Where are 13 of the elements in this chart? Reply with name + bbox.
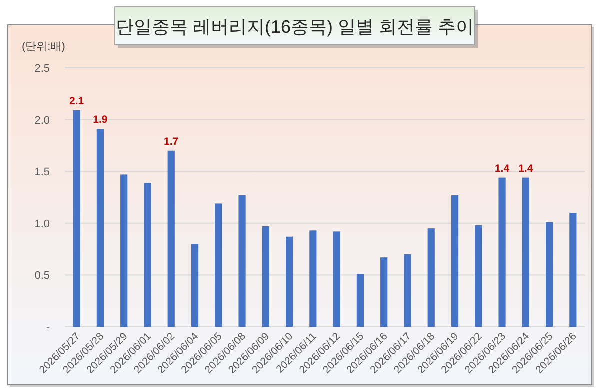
data-label: 1.9 (93, 114, 108, 126)
y-tick-label: 2.0 (34, 114, 50, 127)
y-tick-label: 2.5 (34, 63, 50, 75)
data-label: 1.7 (164, 136, 179, 148)
data-label: 1.4 (494, 162, 510, 175)
y-tick-label: - (46, 322, 50, 334)
data-label: 2.1 (70, 95, 84, 108)
y-axis-title: (단위:배) (22, 41, 66, 53)
y-tick-label: 1.5 (34, 166, 50, 179)
data-label: 1.4 (518, 162, 534, 175)
y-tick-label: 1.0 (34, 218, 50, 230)
chart-title: 단일종목 레버리지(16종목) 일별 회전률 추이 (116, 17, 474, 37)
y-tick-label: 0.5 (34, 270, 50, 282)
